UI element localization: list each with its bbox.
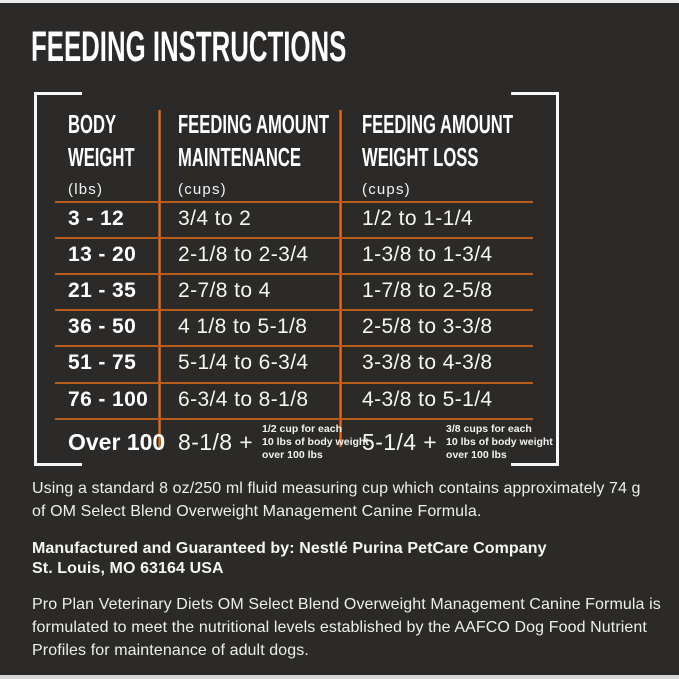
header-unit: (lbs)	[68, 181, 104, 198]
header-line: FEEDING AMOUNT	[178, 109, 329, 139]
maintenance-cell: 6-3/4 to 8-1/8	[178, 388, 309, 411]
weight-loss-cell: 4-3/8 to 5-1/4	[362, 388, 493, 411]
body-weight-cell: Over 100	[68, 429, 166, 455]
row-divider	[55, 201, 533, 203]
body-weight-cell: 3 - 12	[68, 207, 125, 230]
weight-loss-cell: 2-5/8 to 3-3/8	[362, 315, 493, 338]
table-row: 3 - 12 3/4 to 2 1/2 to 1-1/4	[0, 201, 679, 237]
maintenance-cell: 2-1/8 to 2-3/4	[178, 243, 309, 266]
header-line: WEIGHT LOSS	[362, 142, 479, 172]
maintenance-cell: 4 1/8 to 5-1/8	[178, 315, 308, 338]
weight-loss-cell: 1-3/8 to 1-3/4	[362, 243, 493, 266]
maintenance-cell: 5-1/4 to 6-3/4	[178, 351, 309, 374]
weight-loss-footnote: 3/8 cups for each 10 lbs of body weight …	[446, 422, 553, 461]
row-divider	[55, 237, 533, 239]
weight-loss-cell: 3-3/8 to 4-3/8	[362, 351, 493, 374]
frame-bottom-right-bracket	[511, 463, 559, 466]
top-edge-line	[0, 0, 679, 3]
table-row: 21 - 35 2-7/8 to 4 1-7/8 to 2-5/8	[0, 273, 679, 309]
body-weight-cell: 21 - 35	[68, 279, 137, 302]
column-header-body-weight: BODY WEIGHT (lbs)	[68, 108, 172, 198]
row-divider	[55, 273, 533, 275]
body-weight-cell: 36 - 50	[68, 315, 137, 338]
frame-left-line	[34, 92, 37, 466]
maintenance-cell: 8-1/8 + 1/2 cup for each 10 lbs of body …	[178, 418, 369, 466]
body-weight-cell: 13 - 20	[68, 243, 137, 266]
aafco-statement: Pro Plan Veterinary Diets OM Select Blen…	[32, 596, 661, 659]
column-divider-2	[339, 110, 342, 447]
weight-loss-cell: 1-7/8 to 2-5/8	[362, 279, 493, 302]
table-row: 36 - 50 4 1/8 to 5-1/8 2-5/8 to 3-3/8	[0, 309, 679, 345]
maintenance-amount: 8-1/8 +	[178, 428, 254, 455]
weight-loss-cell: 5-1/4 + 3/8 cups for each 10 lbs of body…	[362, 418, 553, 466]
table-row: 51 - 75 5-1/4 to 6-3/4 3-3/8 to 4-3/8	[0, 345, 679, 381]
row-divider	[55, 418, 533, 420]
table-row: 76 - 100 6-3/4 to 8-1/8 4-3/8 to 5-1/4	[0, 382, 679, 418]
table-row: 13 - 20 2-1/8 to 2-3/4 1-3/8 to 1-3/4	[0, 237, 679, 273]
row-divider	[55, 309, 533, 311]
header-line: BODY	[68, 109, 117, 139]
measuring-cup-note: Using a standard 8 oz/250 ml fluid measu…	[32, 480, 641, 520]
frame-right-line	[556, 92, 559, 466]
frame-top-left-bracket	[34, 92, 82, 95]
weight-loss-cell: 1/2 to 1-1/4	[362, 207, 474, 230]
frame-top-right-bracket	[511, 92, 559, 95]
body-weight-cell: 51 - 75	[68, 351, 137, 374]
maintenance-cell: 2-7/8 to 4	[178, 279, 271, 302]
header-line: FEEDING AMOUNT	[362, 109, 513, 139]
page-title-text: FEEDING INSTRUCTIONS	[31, 23, 347, 71]
page-title: FEEDING INSTRUCTIONS	[31, 26, 557, 69]
header-unit: (cups)	[178, 181, 227, 198]
column-header-maintenance: FEEDING AMOUNT MAINTENANCE (cups)	[178, 108, 414, 198]
weight-loss-amount: 5-1/4 +	[362, 428, 438, 455]
header-line: MAINTENANCE	[178, 142, 301, 172]
manufacturer-note: Manufactured and Guaranteed by: Nestlé P…	[32, 540, 547, 577]
header-line: WEIGHT	[68, 142, 135, 172]
row-divider	[55, 345, 533, 347]
table-row-over-100: Over 100 8-1/8 + 1/2 cup for each 10 lbs…	[0, 418, 679, 466]
column-header-weight-loss: FEEDING AMOUNT WEIGHT LOSS (cups)	[362, 108, 598, 198]
maintenance-footnote: 1/2 cup for each 10 lbs of body weight o…	[262, 422, 369, 461]
column-divider-1	[158, 110, 161, 447]
header-unit: (cups)	[362, 181, 411, 198]
bottom-edge-line	[0, 675, 679, 679]
maintenance-cell: 3/4 to 2	[178, 207, 252, 230]
row-divider	[55, 382, 533, 384]
body-weight-cell: 76 - 100	[68, 388, 149, 411]
frame-bottom-left-bracket	[34, 463, 82, 466]
